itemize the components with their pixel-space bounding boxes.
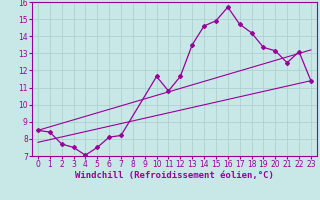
X-axis label: Windchill (Refroidissement éolien,°C): Windchill (Refroidissement éolien,°C): [75, 171, 274, 180]
